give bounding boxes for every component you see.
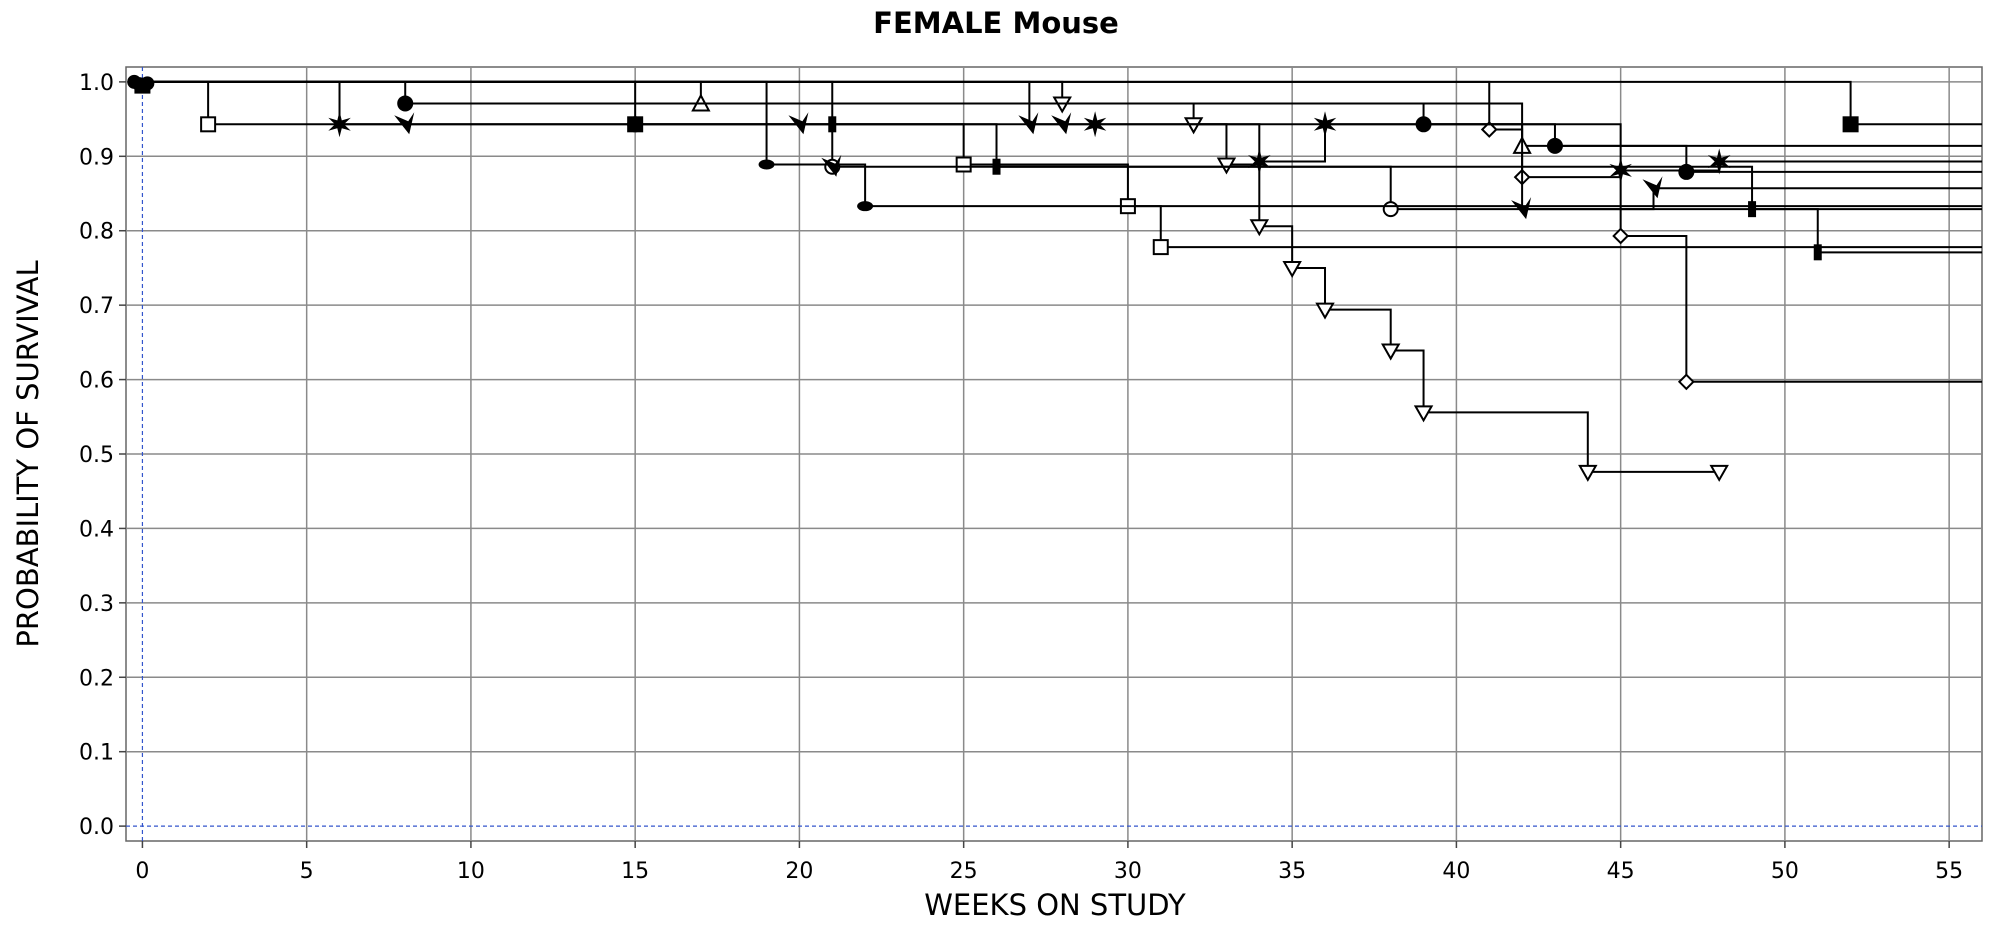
curve-marker <box>1249 219 1270 237</box>
curve-marker <box>1678 163 1695 180</box>
curve-marker <box>1546 137 1563 154</box>
curve-marker <box>1578 464 1598 482</box>
y-tick-label: 0.1 <box>79 741 114 766</box>
y-tick-label: 0.6 <box>79 369 114 394</box>
curve-marker <box>1842 116 1859 133</box>
curve-marker <box>1282 260 1302 278</box>
curve-marker <box>1382 201 1399 218</box>
curve-marker <box>1248 148 1271 175</box>
y-tick-label: 0.2 <box>79 666 114 691</box>
origin-markers <box>127 74 155 93</box>
survival-curve <box>142 80 1982 184</box>
curve-marker <box>1083 111 1107 138</box>
curve-marker <box>1748 201 1757 218</box>
curve-marker <box>955 156 972 173</box>
y-tick-label: 1.0 <box>79 71 114 96</box>
x-tick-label: 30 <box>1114 859 1142 884</box>
x-tick-label: 50 <box>1771 859 1799 884</box>
curve-marker <box>328 111 351 138</box>
curve-marker <box>200 116 217 133</box>
x-axis-label: WEEKS ON STUDY <box>924 888 1186 922</box>
chart-title: FEMALE Mouse <box>873 6 1119 40</box>
curve-marker <box>1677 373 1695 391</box>
x-tick-label: 55 <box>1935 859 1963 884</box>
curve-marker <box>1216 157 1237 175</box>
curve-marker <box>857 201 874 212</box>
curve-marker <box>1480 121 1498 138</box>
x-tick-label: 10 <box>457 859 485 884</box>
curve-marker <box>1642 176 1663 199</box>
curve-marker <box>1709 464 1729 482</box>
x-tick-label: 20 <box>785 859 813 884</box>
survival-curves <box>127 74 1982 482</box>
curve-line <box>142 80 1982 254</box>
curve-marker <box>1315 302 1335 320</box>
curve-marker <box>1380 343 1401 361</box>
y-axis-label: PROBABILITY OF SURVIVAL <box>11 260 45 647</box>
curve-line <box>142 80 1720 473</box>
curve-marker <box>1152 239 1169 256</box>
curve-marker <box>1313 111 1337 138</box>
curve-marker <box>1609 157 1632 184</box>
x-tick-label: 15 <box>621 859 649 884</box>
curve-line <box>142 80 1982 383</box>
curve-marker <box>1707 148 1731 175</box>
y-tick-label: 0.7 <box>79 294 114 319</box>
curve-line <box>142 80 1982 249</box>
curve-marker <box>758 159 775 170</box>
y-tick-label: 0.5 <box>79 443 114 468</box>
y-tick-label: 0.9 <box>79 145 114 170</box>
curve-marker <box>1413 405 1434 423</box>
x-tick-label: 25 <box>950 859 978 884</box>
x-axis: 0 5 10 15 20 25 30 35 40 45 50 55 <box>135 841 1963 884</box>
y-tick-label: 0.3 <box>79 592 114 617</box>
curve-marker <box>1813 244 1822 261</box>
x-tick-label: 0 <box>135 859 149 884</box>
curve-marker <box>397 95 414 112</box>
x-tick-label: 35 <box>1278 859 1306 884</box>
x-tick-label: 40 <box>1442 859 1470 884</box>
x-tick-label: 45 <box>1607 859 1635 884</box>
survival-curve <box>142 80 1982 256</box>
survival-curve <box>142 80 1982 391</box>
x-tick-label: 5 <box>300 859 314 884</box>
survival-curve <box>142 80 1729 482</box>
curve-marker <box>821 154 842 177</box>
curve-marker <box>992 158 1001 175</box>
y-tick-label: 0.0 <box>79 815 114 840</box>
reference-lines <box>126 67 1982 841</box>
curve-marker <box>1511 197 1532 220</box>
y-axis: 0.0 0.1 0.2 0.3 0.4 0.5 0.6 0.7 0.8 0.9 1.0 <box>79 71 126 840</box>
y-tick-label: 0.8 <box>79 220 114 245</box>
origin-marker <box>140 76 155 91</box>
curve-marker <box>1612 227 1630 245</box>
y-tick-label: 0.4 <box>79 517 114 542</box>
